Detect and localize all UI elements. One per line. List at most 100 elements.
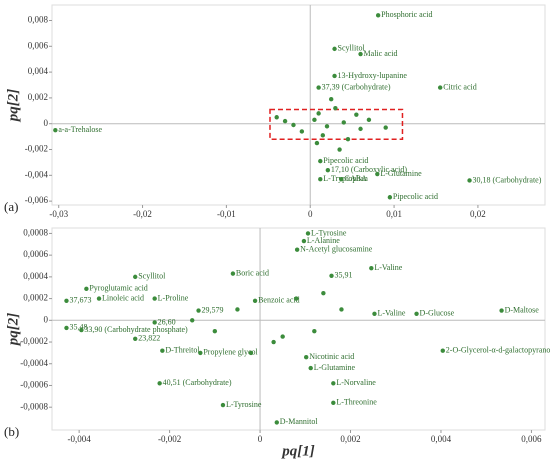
- y-tick-label: 0: [44, 314, 49, 324]
- point-label: D-Glucose: [420, 309, 455, 318]
- point-label: 35,91: [335, 271, 353, 280]
- point-label: L-Tyrosine: [226, 400, 262, 409]
- point-label: L-Alanine: [307, 236, 340, 245]
- point: [96, 296, 102, 301]
- point-label: L-Proline: [158, 293, 189, 302]
- point: [337, 147, 342, 152]
- point: [341, 120, 346, 125]
- x-tick-label: -0,02: [133, 209, 152, 219]
- point-label: 37,673: [69, 296, 91, 305]
- y-tick-label: 0,0006: [23, 249, 48, 259]
- panel-label: (a): [4, 199, 18, 214]
- y-tick-label: -0,002: [25, 144, 48, 154]
- x-tick-label: 0,02: [470, 209, 486, 219]
- x-tick-label: -0,01: [217, 209, 236, 219]
- point: [318, 176, 323, 182]
- point: [308, 365, 313, 371]
- point: [328, 96, 334, 102]
- point-label: D-Maltose: [505, 305, 540, 314]
- y-tick-label: -0,0008: [20, 401, 48, 411]
- point: [274, 420, 279, 425]
- point-label: 26,60: [158, 317, 176, 326]
- point: [79, 327, 84, 333]
- point: [190, 318, 195, 323]
- point: [248, 350, 254, 356]
- zoom-box: [269, 108, 404, 140]
- point: [235, 307, 240, 312]
- point-label: 2-O-Glycerol-α-d-galactopyranoside: [446, 346, 550, 355]
- point-label: 33,90 (Carbohydrate phosphate): [84, 325, 188, 334]
- point: [375, 171, 380, 177]
- point: [320, 133, 326, 138]
- point-label: 23,822: [138, 334, 160, 343]
- point: [252, 298, 258, 303]
- y-tick-label: 0,004: [28, 66, 49, 76]
- point: [133, 274, 138, 280]
- point-label: Scyllitol: [138, 272, 166, 281]
- point: [339, 307, 344, 312]
- point: [152, 320, 157, 325]
- y-tick-label: 0,002: [28, 92, 48, 102]
- point-label: 30,18 (Carbohydrate): [473, 175, 542, 184]
- point: [339, 176, 344, 182]
- point: [354, 112, 359, 117]
- point: [331, 381, 336, 386]
- x-tick-label: 0: [258, 434, 263, 444]
- point: [294, 247, 300, 252]
- point: [332, 73, 337, 79]
- point: [291, 122, 296, 128]
- point: [280, 334, 285, 339]
- x-tick-label: -0,004: [68, 434, 92, 444]
- point-label: L-Tyrosine: [311, 228, 347, 237]
- point: [312, 117, 317, 123]
- point-label: N-Acetyl glucosamine: [300, 245, 373, 254]
- point: [301, 238, 307, 244]
- point-label: L-Glutamine: [380, 169, 422, 178]
- point: [152, 296, 157, 301]
- x-tick-label: -0,002: [158, 434, 181, 444]
- point: [305, 231, 311, 236]
- y-tick-label: -0,004: [25, 169, 49, 179]
- point-label: L-Threonine: [336, 398, 377, 407]
- point-label: Malic acid: [364, 49, 398, 58]
- point: [294, 296, 299, 301]
- point: [299, 129, 305, 134]
- point: [198, 350, 203, 356]
- y-tick-label: -0,006: [25, 195, 49, 205]
- point-label: Benzoic acid: [258, 296, 300, 305]
- y-tick-label: 0,008: [28, 15, 49, 25]
- plot-frame: [51, 227, 546, 431]
- point-label: L-Norvaline: [336, 378, 376, 387]
- point: [331, 400, 336, 406]
- point: [314, 140, 320, 146]
- y-tick-label: -0,0004: [20, 358, 48, 368]
- point: [321, 290, 326, 296]
- point: [196, 308, 201, 313]
- point-label: 35,48: [69, 323, 87, 332]
- point: [366, 117, 372, 123]
- point: [282, 118, 288, 124]
- point-label: a-a-Trehalose: [58, 125, 102, 134]
- point-label: L-Valine: [377, 309, 405, 318]
- point: [303, 355, 309, 360]
- point: [212, 328, 218, 334]
- point: [53, 127, 58, 133]
- point-label: L-Glutamine: [314, 363, 356, 372]
- point: [329, 273, 334, 278]
- point: [316, 85, 321, 90]
- point-label: Linoleic acid: [102, 293, 144, 302]
- point: [499, 308, 504, 313]
- point-label: Citric acid: [443, 82, 477, 91]
- point: [325, 167, 331, 173]
- point: [387, 195, 393, 200]
- point: [358, 126, 363, 132]
- point: [345, 136, 351, 142]
- x-tick-label: -0,03: [49, 209, 68, 219]
- point: [369, 265, 374, 271]
- point: [316, 111, 321, 116]
- point: [375, 13, 381, 18]
- point-label: GABA: [344, 174, 367, 183]
- y-axis-label: pq[2]: [5, 313, 21, 348]
- point-label: L-Tryptophan: [323, 174, 368, 183]
- point-label: Propylene glycol: [203, 348, 258, 357]
